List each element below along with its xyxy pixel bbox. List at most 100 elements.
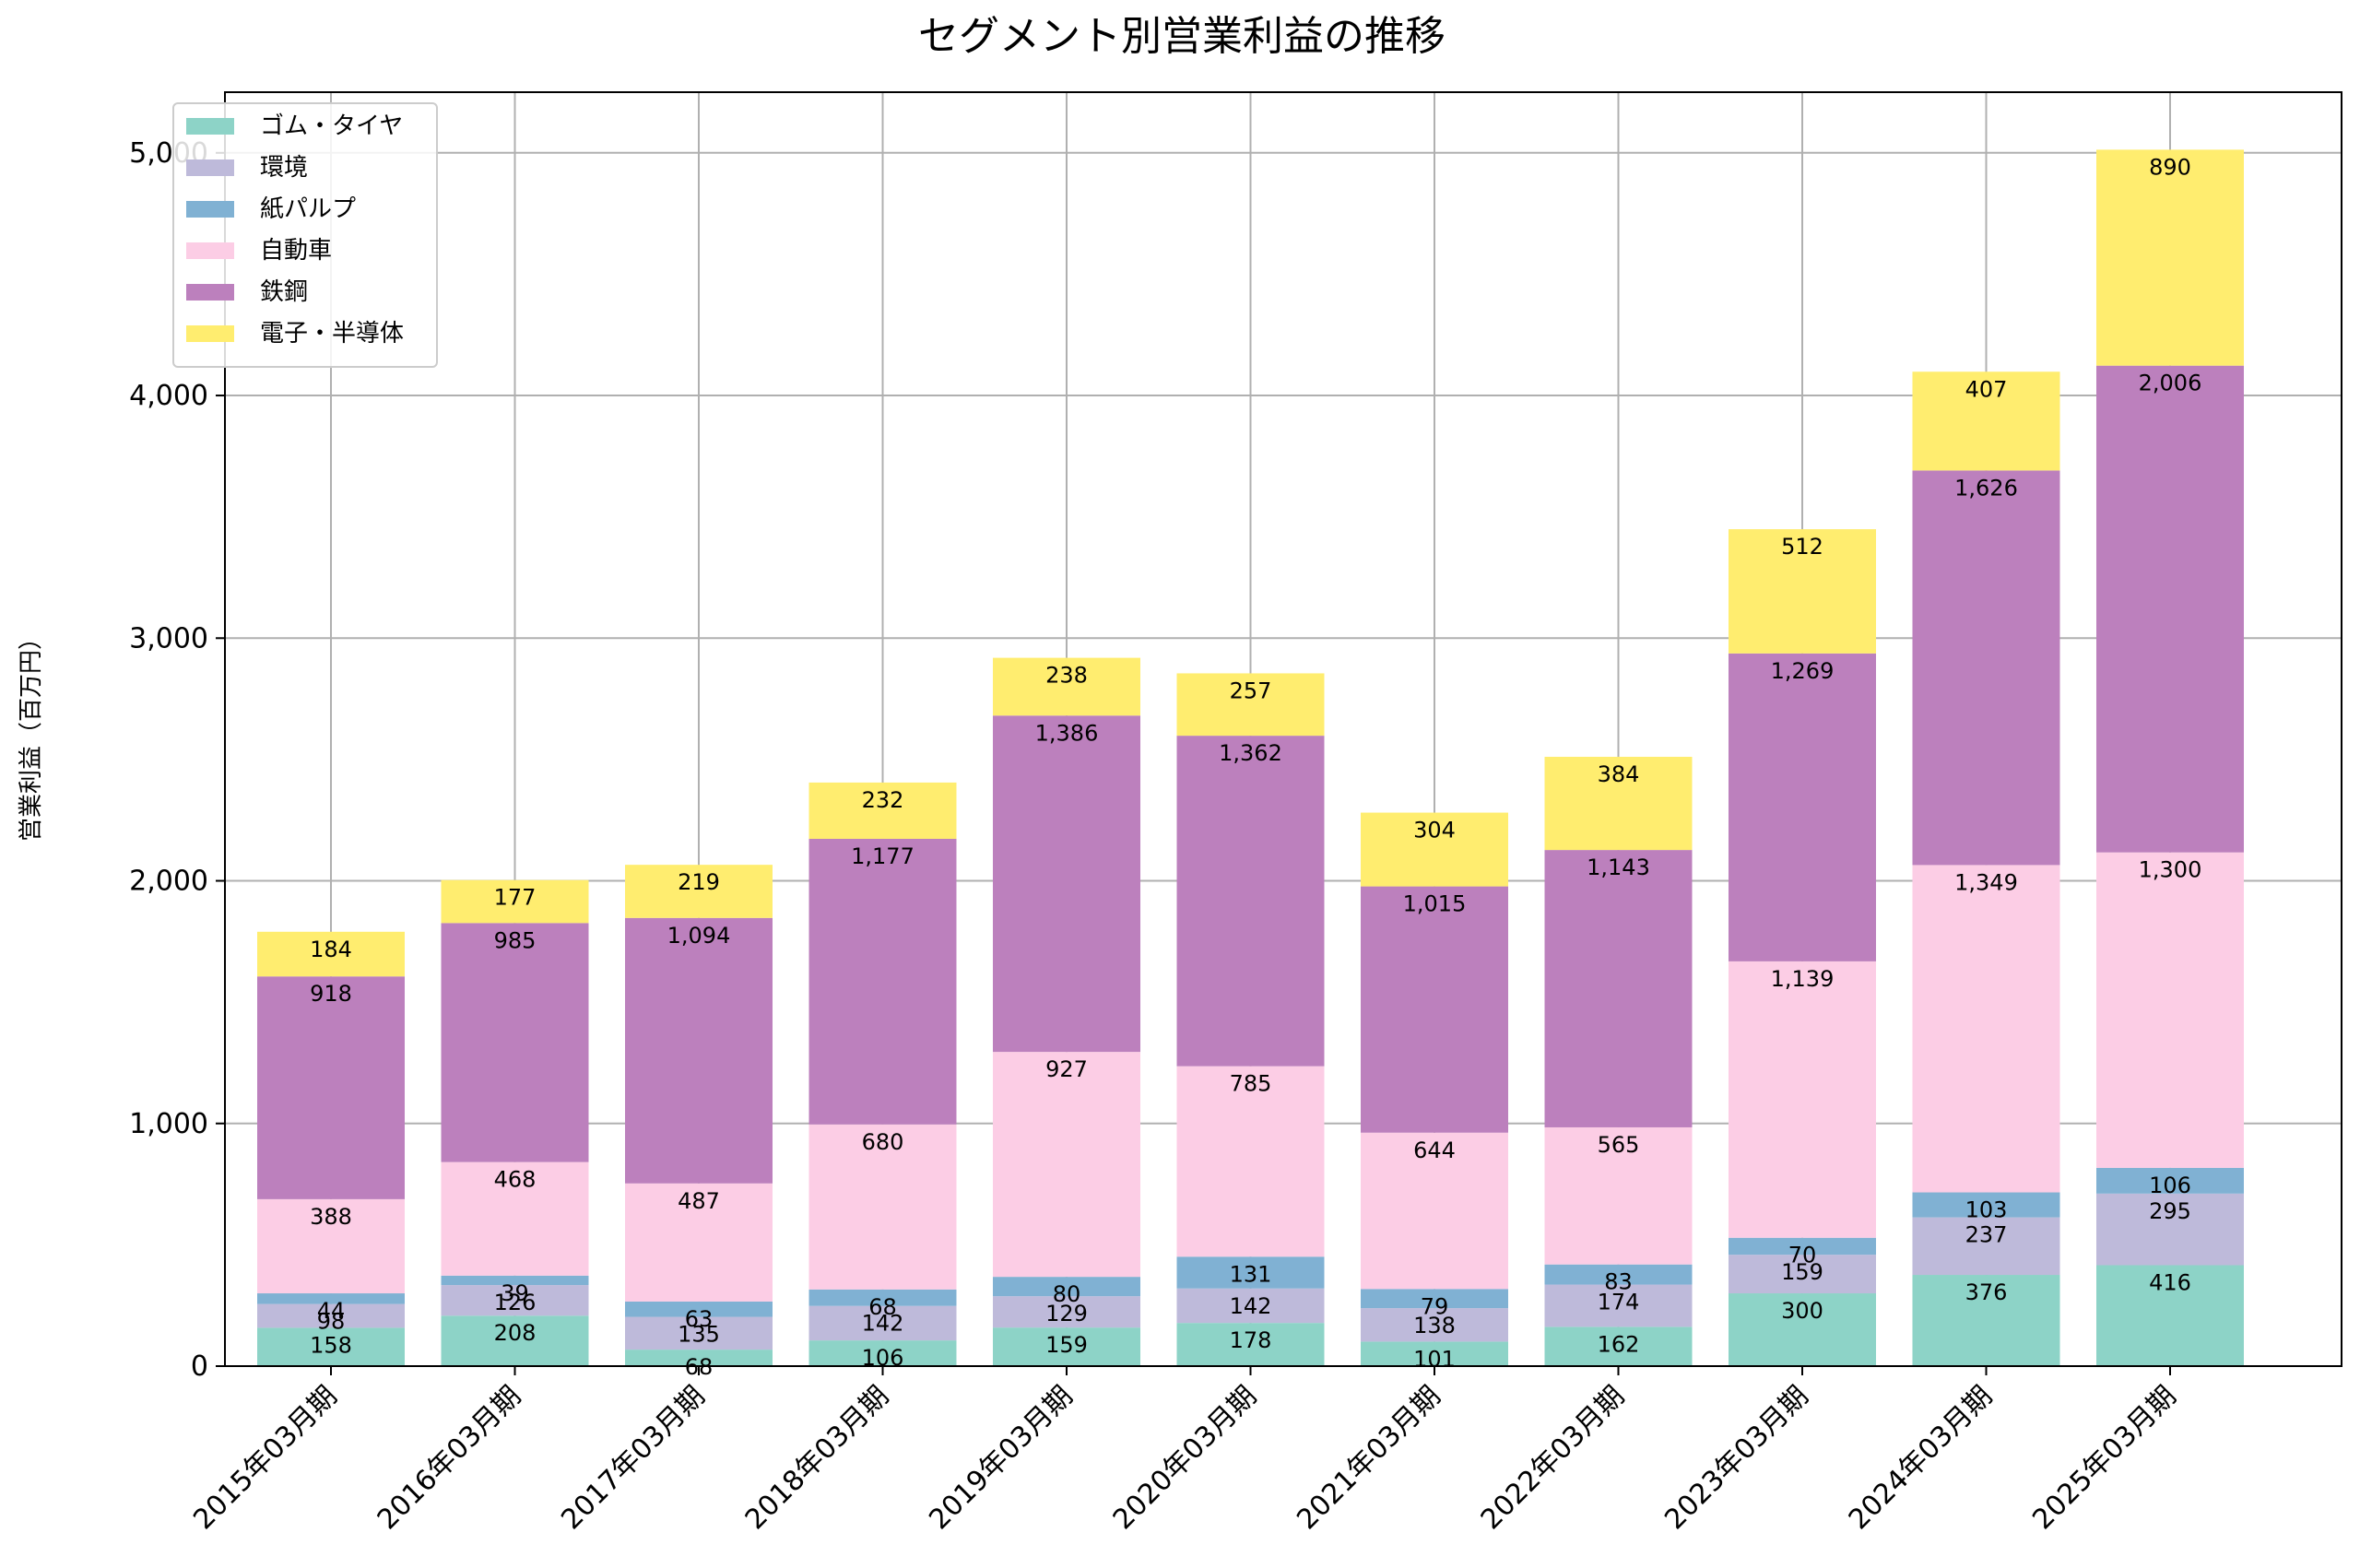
bar-value-label: 68: [868, 1294, 897, 1320]
bar-value-label: 565: [1598, 1132, 1640, 1158]
x-tick-label: 2018年03月期: [739, 1380, 895, 1536]
bar-segment: [625, 1301, 773, 1317]
legend-item-label: 鉄鋼: [260, 278, 308, 306]
bar-segment: [808, 1305, 957, 1341]
bar-value-label: 184: [310, 937, 352, 962]
bar-value-label: 142: [862, 1311, 904, 1337]
legend-item-label: ゴム・タイヤ: [260, 112, 403, 140]
plot-frame: [224, 91, 2342, 1367]
bar-value-label: 126: [494, 1290, 537, 1315]
bar-segment: [1544, 1326, 1693, 1366]
bar-value-label: 103: [1965, 1197, 2008, 1223]
bar-segment: [1176, 1256, 1325, 1289]
bar-value-label: 70: [1788, 1243, 1817, 1268]
bar-value-label: 129: [1045, 1301, 1088, 1326]
bar-segment: [1544, 1126, 1693, 1265]
bar-value-label: 98: [317, 1309, 346, 1335]
bar-segment: [2096, 149, 2244, 366]
legend-swatch: [186, 159, 234, 176]
bar-segment: [1544, 757, 1693, 851]
bar-value-label: 232: [862, 787, 904, 813]
bar-segment: [993, 715, 1140, 1053]
bar-segment: [1361, 886, 1508, 1133]
bar-segment: [441, 1275, 589, 1286]
bar-segment: [1361, 1341, 1508, 1366]
bar-segment: [1912, 470, 2060, 866]
bar-segment: [1729, 1293, 1876, 1366]
bar-value-label: 1,349: [1954, 869, 2018, 895]
legend-swatch: [186, 284, 234, 301]
bar-segment: [257, 1303, 405, 1328]
bar-value-label: 1,362: [1219, 740, 1282, 766]
bar-value-label: 138: [1413, 1313, 1456, 1338]
bar-value-label: 79: [1421, 1293, 1449, 1319]
legend-swatch: [186, 325, 234, 342]
legend-swatch: [186, 242, 234, 259]
bar-segment: [1176, 1066, 1325, 1257]
bar-segment: [2096, 1167, 2244, 1194]
bar-value-label: 512: [1781, 534, 1823, 560]
bar-segment: [2096, 1265, 2244, 1366]
bar-segment: [1912, 1217, 2060, 1276]
y-tick-label: 2,000: [129, 866, 208, 898]
bar-segment: [625, 865, 773, 918]
bar-value-label: 257: [1230, 678, 1272, 703]
bar-segment: [1544, 1284, 1693, 1327]
bar-segment: [625, 1350, 773, 1366]
bar-segment: [1361, 1132, 1508, 1290]
bar-value-label: 985: [494, 927, 537, 953]
bar-value-label: 304: [1413, 818, 1456, 843]
x-tick-label: 2022年03月期: [1475, 1380, 1631, 1536]
x-tick-label: 2025年03月期: [2026, 1380, 2182, 1536]
bar-segment: [441, 879, 589, 924]
bar-value-label: 1,177: [851, 843, 914, 869]
y-tick-label: 1,000: [129, 1108, 208, 1140]
bar-value-label: 106: [2149, 1173, 2191, 1198]
bar-value-label: 1,626: [1954, 475, 2018, 501]
bar-value-label: 1,015: [1403, 891, 1467, 917]
x-tick-label: 2015年03月期: [187, 1380, 343, 1536]
bar-value-label: 177: [494, 885, 537, 911]
y-tick-label: 4,000: [129, 380, 208, 412]
chart-title: セグメント別営業利益の推移: [918, 13, 1446, 60]
bar-value-label: 300: [1781, 1298, 1823, 1324]
x-tick-label: 2020年03月期: [1107, 1380, 1263, 1536]
bar-value-label: 376: [1965, 1279, 2008, 1305]
bar-value-label: 416: [2149, 1269, 2191, 1295]
bar-value-label: 1,300: [2139, 857, 2202, 883]
bar-value-label: 208: [494, 1320, 537, 1346]
bar-value-label: 162: [1598, 1331, 1640, 1357]
bar-segment: [1176, 736, 1325, 1067]
bar-value-label: 159: [1045, 1332, 1088, 1358]
bar-segment: [257, 931, 405, 977]
y-tick-label: 0: [191, 1350, 208, 1383]
legend-swatch: [186, 201, 234, 218]
bar-segment: [2096, 852, 2244, 1168]
x-tick-label: 2016年03月期: [372, 1380, 527, 1536]
bar-value-label: 487: [678, 1188, 720, 1214]
bar-value-label: 44: [317, 1298, 346, 1324]
bar-value-label: 918: [310, 981, 352, 1007]
bar-segment: [1176, 1288, 1325, 1324]
bar-segment: [1361, 1308, 1508, 1342]
y-tick-label: 3,000: [129, 622, 208, 654]
bar-value-label: 295: [2149, 1198, 2191, 1224]
bar-value-label: 142: [1230, 1293, 1272, 1319]
legend-box: [172, 102, 438, 368]
bar-value-label: 39: [501, 1280, 529, 1306]
bar-segment: [257, 1327, 405, 1366]
legend-item-label: 自動車: [260, 237, 332, 265]
bar-segment: [1912, 1192, 2060, 1218]
x-tick-label: 2021年03月期: [1291, 1380, 1446, 1536]
bar-value-label: 158: [310, 1332, 352, 1358]
x-tick-label: 2023年03月期: [1658, 1380, 1814, 1536]
y-axis-label: 営業利益（百万円）: [18, 626, 45, 842]
bar-segment: [993, 1277, 1140, 1297]
bar-value-label: 63: [685, 1306, 714, 1332]
bar-segment: [1361, 812, 1508, 887]
bar-value-label: 927: [1045, 1056, 1088, 1082]
bar-segment: [1176, 673, 1325, 737]
